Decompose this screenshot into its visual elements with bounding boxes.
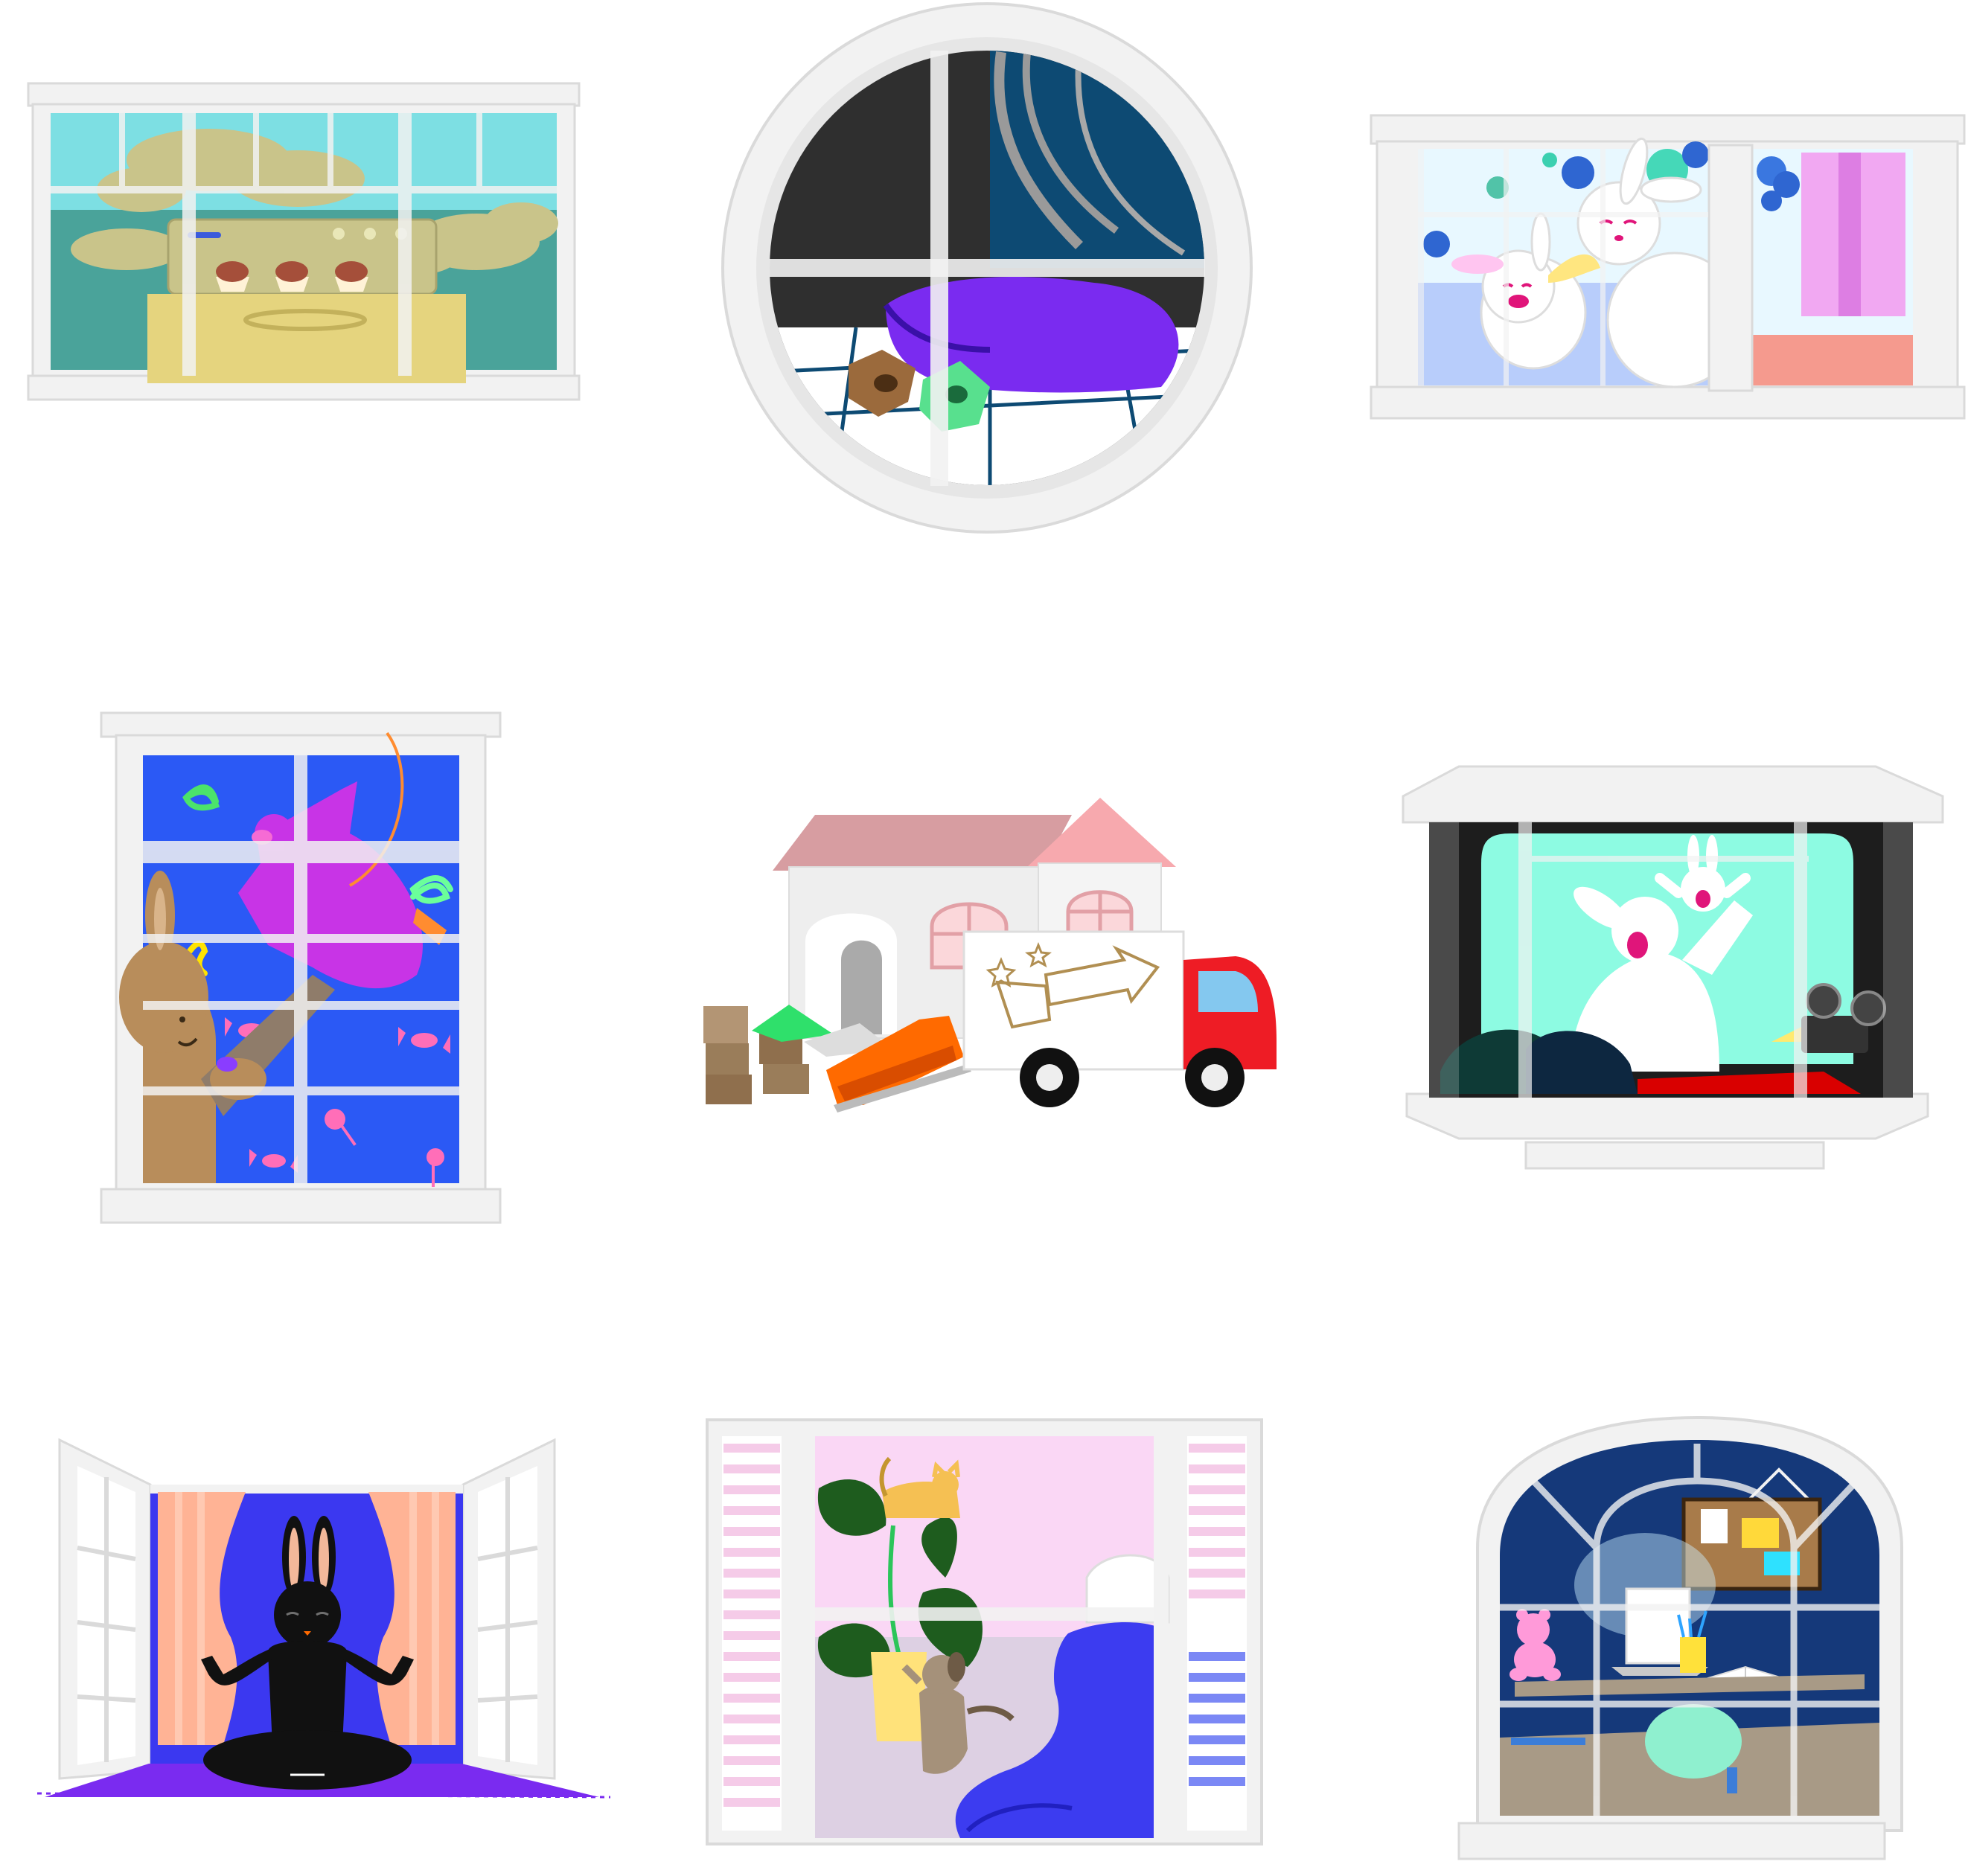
kitchen-oven-window: [27, 82, 581, 401]
open-window-yoga: [36, 1438, 611, 1799]
arched-window-study: [1457, 1415, 1903, 1860]
blanket-icon: [883, 276, 1179, 393]
pencil-cup-icon: [1677, 1610, 1707, 1673]
teddy-bear-icon: [1509, 1609, 1561, 1681]
box-icon: [703, 1005, 893, 1104]
shutter-left: [722, 1436, 782, 1831]
bunny-icon: [1571, 835, 1753, 1072]
sofa-icon: [826, 1016, 971, 1113]
bed-icon: [955, 1554, 1170, 1838]
cupcake-icon: [216, 261, 368, 292]
window-mullions: [143, 755, 459, 1183]
shutter-window-bedroom: [706, 1418, 1263, 1845]
window-mullions: [1429, 822, 1913, 1098]
chair-icon: [1645, 1704, 1742, 1793]
projector-icon: [1771, 983, 1886, 1053]
laptop-icon: [1611, 1587, 1708, 1676]
round-bedroom-window: [721, 2, 1253, 534]
bunny-bath-window: [1370, 114, 1966, 420]
bunny-icon: [1451, 137, 1743, 388]
candy-icon: [225, 1017, 450, 1187]
moving-truck-house: [703, 798, 1277, 1113]
party-pinata-window: [100, 711, 502, 1224]
bunny-icon: [201, 1516, 414, 1790]
dog-icon: [901, 1652, 1015, 1774]
window-mullions: [51, 108, 557, 376]
window-mullions: [1500, 1444, 1879, 1816]
cat-icon: [879, 1456, 960, 1518]
truck-icon: [962, 930, 1277, 1107]
bay-window-cinema: [1402, 765, 1944, 1170]
shutter-right: [1187, 1436, 1247, 1831]
